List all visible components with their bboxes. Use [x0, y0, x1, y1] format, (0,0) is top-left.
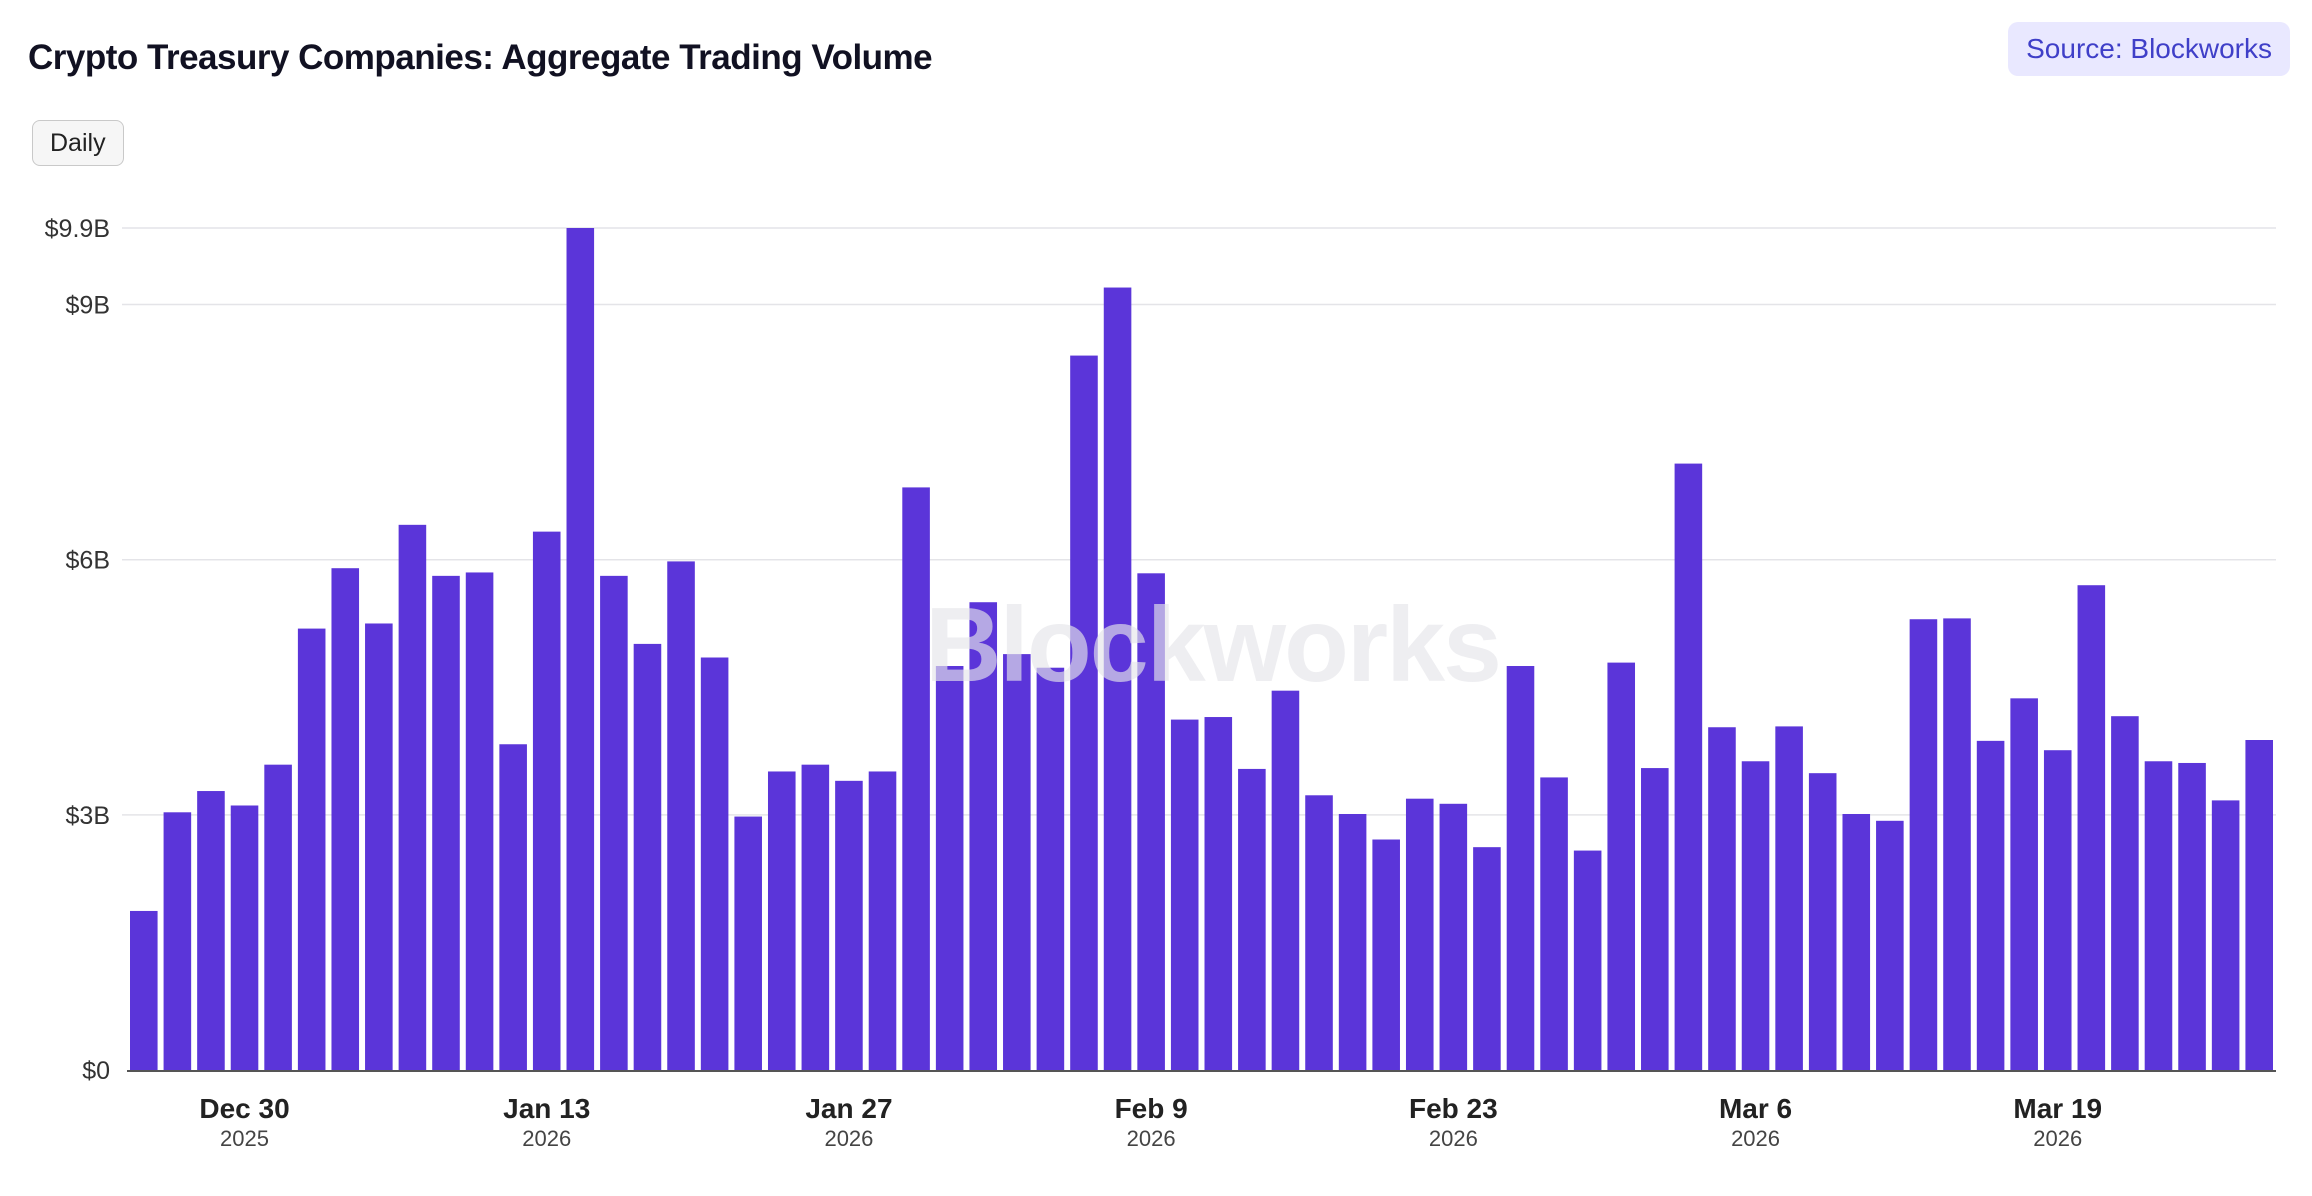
bar[interactable]: [130, 910, 158, 1070]
bar[interactable]: [398, 524, 427, 1070]
bar[interactable]: [1238, 768, 1266, 1070]
bar[interactable]: [1976, 740, 2005, 1070]
bar[interactable]: [365, 623, 393, 1070]
bar[interactable]: [835, 780, 863, 1070]
bar[interactable]: [868, 771, 897, 1070]
x-tick-label: Jan 27: [805, 1093, 892, 1124]
x-tick-year: 2025: [220, 1126, 269, 1151]
bar[interactable]: [1506, 666, 1535, 1070]
bar[interactable]: [1842, 813, 1871, 1070]
x-tick-label: Feb 9: [1115, 1093, 1188, 1124]
x-tick-label: Mar 6: [1719, 1093, 1792, 1124]
bar[interactable]: [1103, 287, 1132, 1070]
bar[interactable]: [1338, 813, 1367, 1070]
x-tick-year: 2026: [1731, 1126, 1780, 1151]
bar[interactable]: [902, 487, 930, 1070]
bar[interactable]: [1909, 619, 1938, 1070]
x-tick-year: 2026: [522, 1126, 571, 1151]
bar[interactable]: [197, 791, 225, 1070]
x-tick-year: 2026: [824, 1126, 873, 1151]
source-link[interactable]: Source: Blockworks: [2008, 22, 2290, 76]
bar[interactable]: [2178, 762, 2206, 1070]
bar[interactable]: [1473, 847, 1501, 1070]
bar[interactable]: [1070, 355, 1098, 1070]
x-tick-label: Feb 23: [1409, 1093, 1498, 1124]
bar[interactable]: [969, 602, 998, 1070]
x-tick-year: 2026: [2033, 1126, 2082, 1151]
bar[interactable]: [2077, 585, 2106, 1070]
y-axis-ticks: $0 $3B $6B $9B $9.9B: [45, 215, 110, 1085]
bar[interactable]: [2010, 698, 2038, 1070]
bar[interactable]: [297, 628, 326, 1070]
x-tick-year: 2026: [1429, 1126, 1478, 1151]
x-tick-label: Jan 13: [503, 1093, 590, 1124]
bar[interactable]: [1405, 798, 1434, 1070]
bar[interactable]: [1003, 654, 1031, 1070]
bar[interactable]: [1943, 618, 1971, 1070]
bar[interactable]: [2211, 800, 2240, 1070]
bar[interactable]: [432, 575, 460, 1070]
bar[interactable]: [801, 764, 830, 1070]
y-tick-label: $0: [82, 1057, 110, 1085]
bar[interactable]: [331, 568, 360, 1070]
y-tick-label: $9B: [66, 292, 110, 320]
bar[interactable]: [1137, 573, 1165, 1070]
bar[interactable]: [1305, 795, 1333, 1070]
bar[interactable]: [700, 657, 729, 1070]
bar[interactable]: [499, 744, 527, 1070]
bar[interactable]: [1741, 761, 1770, 1070]
x-tick-label: Mar 19: [2013, 1093, 2102, 1124]
bar[interactable]: [935, 666, 964, 1070]
bar[interactable]: [264, 764, 292, 1070]
bar[interactable]: [633, 643, 662, 1070]
bar[interactable]: [1775, 726, 1803, 1070]
bar[interactable]: [1439, 803, 1468, 1070]
bar[interactable]: [667, 561, 695, 1070]
chart-title: Crypto Treasury Companies: Aggregate Tra…: [28, 38, 933, 77]
bar[interactable]: [767, 771, 796, 1070]
y-tick-label: $3B: [66, 802, 110, 830]
y-tick-label: $9.9B: [45, 215, 110, 243]
bar[interactable]: [1708, 727, 1736, 1070]
bar[interactable]: [465, 572, 494, 1070]
bar[interactable]: [2111, 716, 2139, 1070]
bar[interactable]: [230, 805, 259, 1070]
x-tick-year: 2026: [1127, 1126, 1176, 1151]
bar[interactable]: [1204, 717, 1233, 1070]
bar[interactable]: [734, 816, 762, 1070]
bar[interactable]: [1641, 768, 1669, 1070]
bar[interactable]: [600, 575, 628, 1070]
bar[interactable]: [2245, 740, 2273, 1070]
x-tick-label: Dec 30: [199, 1093, 289, 1124]
bar[interactable]: [1808, 773, 1837, 1070]
bar[interactable]: [1573, 850, 1602, 1070]
bar[interactable]: [1271, 690, 1300, 1070]
y-tick-label: $6B: [66, 547, 110, 575]
bar[interactable]: [1607, 662, 1636, 1070]
bar[interactable]: [2144, 761, 2173, 1070]
bar[interactable]: [1170, 719, 1199, 1070]
bar[interactable]: [1372, 839, 1400, 1070]
bars: [130, 228, 2273, 1070]
bar[interactable]: [2043, 750, 2072, 1070]
bar[interactable]: [532, 531, 561, 1070]
bar[interactable]: [566, 228, 595, 1070]
bar[interactable]: [1036, 667, 1065, 1070]
daily-range-button[interactable]: Daily: [32, 120, 124, 166]
bar[interactable]: [1540, 777, 1568, 1070]
bar[interactable]: [1674, 463, 1703, 1070]
bar[interactable]: [1876, 820, 1904, 1070]
bar[interactable]: [163, 812, 192, 1070]
